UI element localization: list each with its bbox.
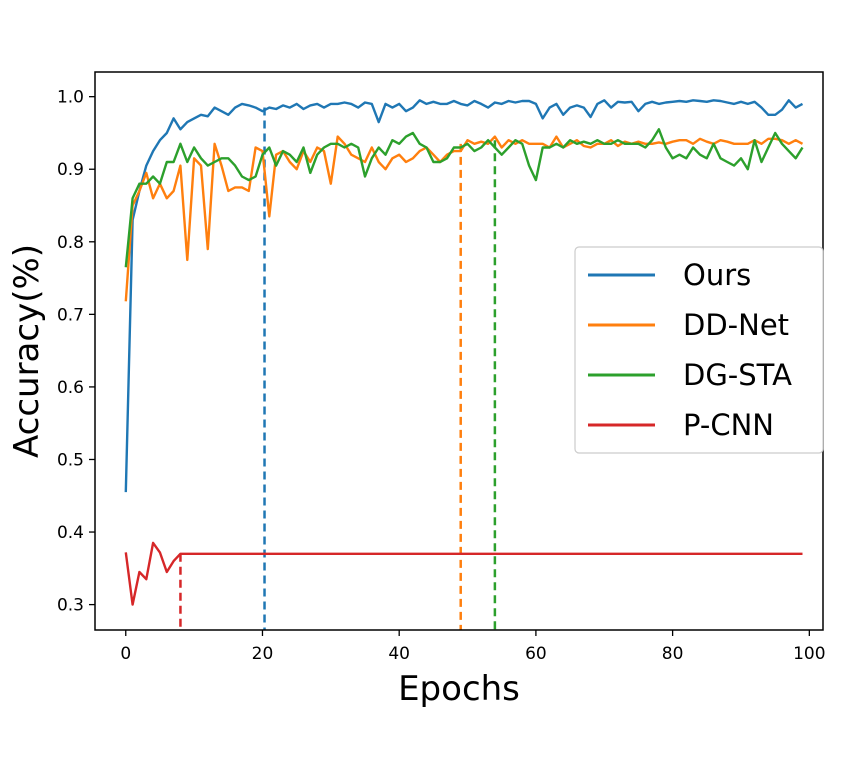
axes: 0 20 40 60 80 100 0.3 0.4 0.5 0.6 0.7 0.8 0.9 1.0 (57, 88, 826, 664)
x-tick-label: 40 (388, 644, 410, 664)
series-line-p-cnn (124, 541, 803, 606)
x-axis-label: Epochs (398, 669, 520, 709)
y-tick-label: 0.4 (57, 523, 84, 543)
y-axis-label: Accuracy(%) (7, 244, 47, 458)
y-tick-label: 0.6 (57, 378, 84, 398)
x-tick-label: 60 (525, 644, 547, 664)
y-tick-label: 0.7 (57, 305, 84, 325)
legend-label-dd-net: DD-Net (683, 308, 789, 342)
y-tick-label: 0.3 (57, 596, 84, 616)
legend-label-ours: Ours (683, 258, 751, 292)
y-tick-label: 0.5 (57, 450, 84, 470)
legend-label-p-cnn: P-CNN (683, 408, 774, 442)
y-tick-label: 1.0 (57, 88, 84, 108)
x-tick-label: 0 (120, 644, 131, 664)
y-tick-label: 0.9 (57, 160, 84, 180)
best-epoch-markers (179, 107, 497, 630)
series-line-dg-sta (124, 128, 804, 268)
series-line-ours (124, 99, 804, 493)
y-tick-label: 0.8 (57, 233, 84, 253)
legend: Ours DD-Net DG-STA P-CNN (574, 246, 824, 454)
series-lines (124, 99, 804, 606)
x-tick-label: 100 (793, 644, 825, 664)
legend-label-dg-sta: DG-STA (683, 358, 792, 392)
legend-box (574, 246, 824, 454)
x-tick-label: 20 (252, 644, 274, 664)
x-tick-label: 80 (662, 644, 684, 664)
